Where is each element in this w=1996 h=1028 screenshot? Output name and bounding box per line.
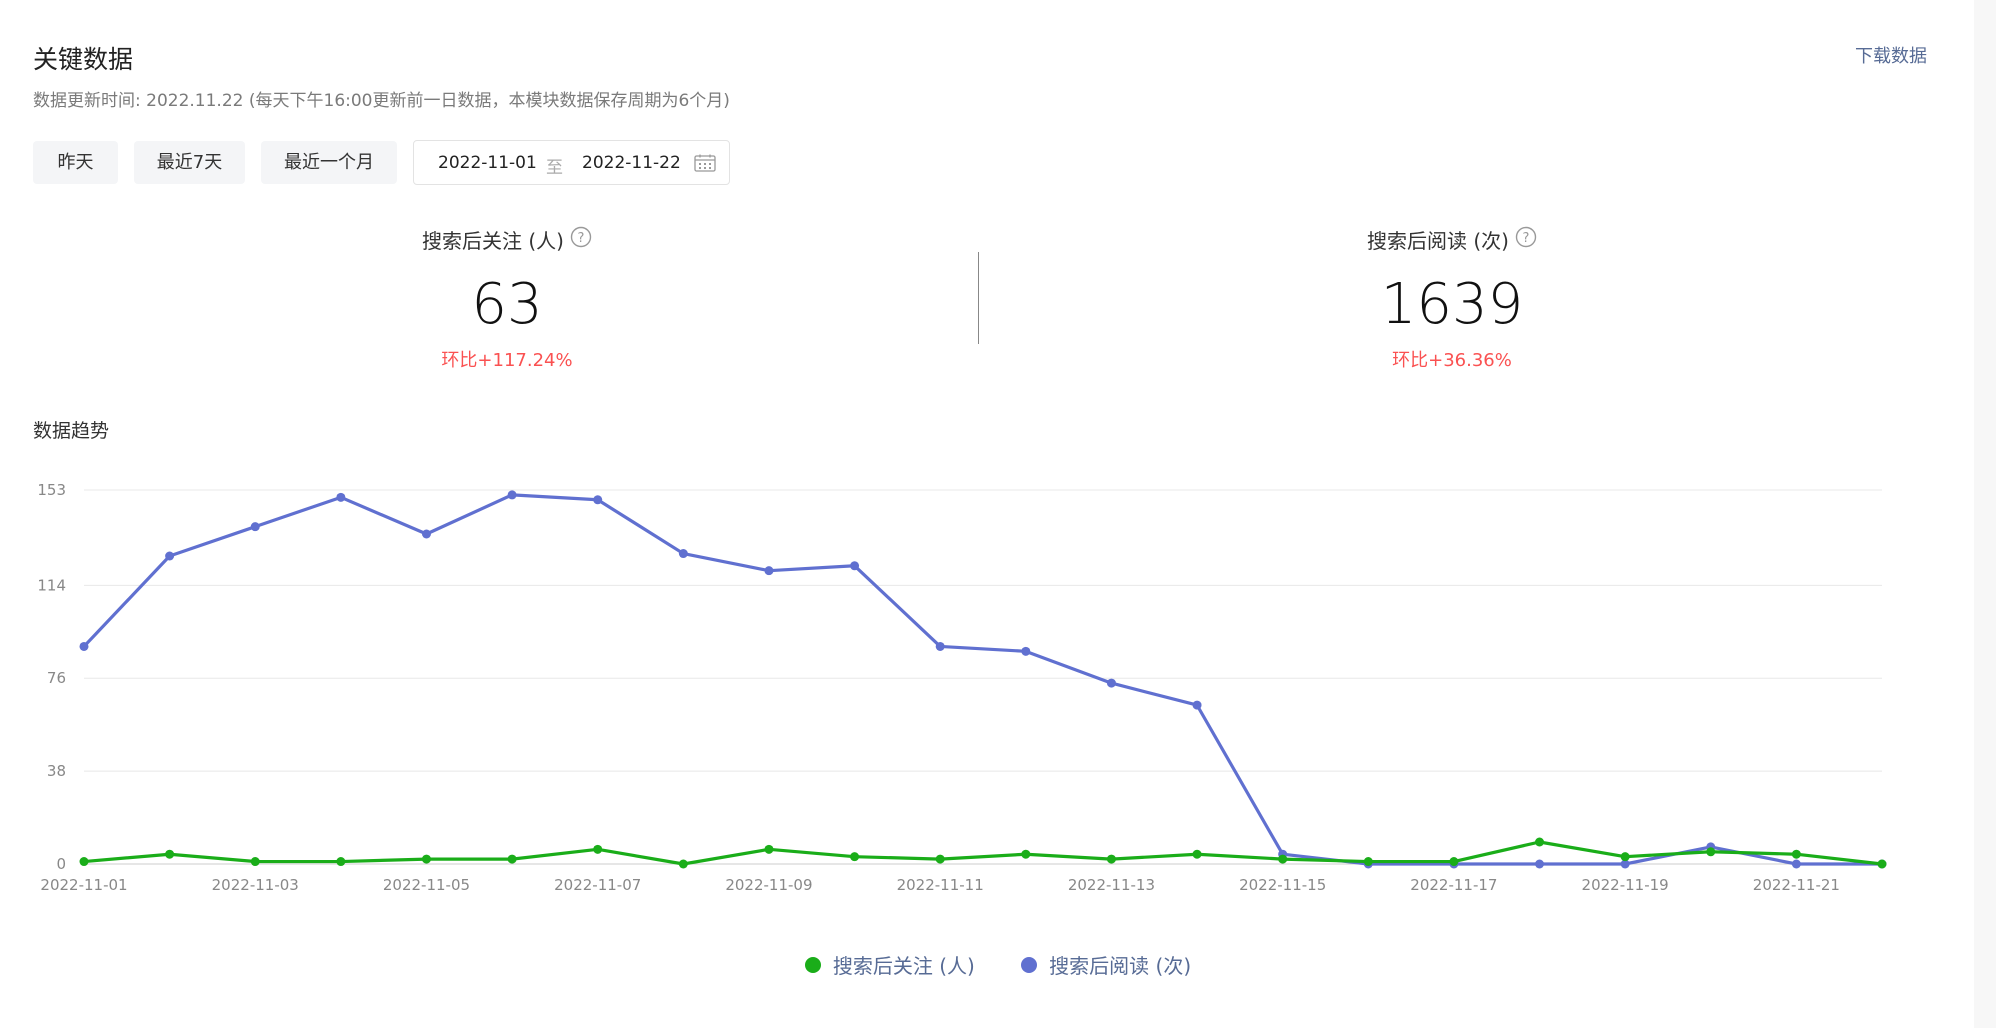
legend-read[interactable]: 搜索后阅读 (次) [1021,950,1191,979]
data-point-follow [165,849,175,859]
kpi-follow-value: 63 [471,272,543,337]
y-tick-label: 38 [47,762,66,780]
data-point-read [1021,646,1031,656]
legend-follow-dot [804,956,821,973]
data-point-read [1620,859,1630,869]
page-title: 关键数据 [33,45,134,74]
scrollbar[interactable] [1974,0,1996,1028]
y-tick-label: 76 [47,669,66,687]
kpi-read-value: 1639 [1380,272,1524,337]
data-point-read [764,566,774,576]
download-data-link[interactable]: 下载数据 [1855,46,1927,67]
legend-read-label: 搜索后阅读 (次) [1049,954,1192,978]
data-point-follow [850,852,860,862]
legend-read-dot [1021,956,1038,973]
data-point-follow [593,844,603,854]
chart-legend: 搜索后关注 (人) 搜索后阅读 (次) [0,950,1996,979]
data-point-follow [1706,847,1716,857]
data-point-follow [1363,857,1373,867]
data-point-read [1106,678,1116,688]
kpi-read-label: 搜索后阅读 (次) ? [1367,226,1537,256]
svg-text:?: ? [578,231,585,246]
kpi-follow-change: 环比+117.24% [441,350,573,371]
data-point-follow [1449,857,1459,867]
x-tick-label: 2022-11-17 [1410,876,1497,894]
svg-text:?: ? [1523,231,1530,246]
kpi-read: 搜索后阅读 (次) ? 1639 环比+36.36% [1202,226,1702,372]
data-point-follow [1106,854,1116,864]
legend-follow-label: 搜索后关注 (人) [832,954,975,978]
y-tick-label: 114 [37,576,66,594]
x-tick-label: 2022-11-01 [40,876,127,894]
data-point-follow [336,857,346,867]
x-tick-label: 2022-11-15 [1239,876,1326,894]
x-tick-label: 2022-11-13 [1068,876,1155,894]
date-separator: 至 [546,158,563,178]
data-point-read [1791,859,1801,869]
last-month-button[interactable]: 最近一个月 [261,141,397,184]
data-point-read [935,641,945,651]
data-point-follow [1021,849,1031,859]
data-point-follow [79,857,89,867]
data-point-follow [1620,852,1630,862]
x-tick-label: 2022-11-07 [554,876,641,894]
data-point-follow [935,854,945,864]
data-point-read [421,529,431,539]
data-point-follow [507,854,517,864]
data-point-follow [764,844,774,854]
help-icon[interactable]: ? [570,226,592,256]
kpi-follow-label-text: 搜索后关注 (人) [422,229,564,253]
data-point-read [678,549,688,559]
kpi-read-label-text: 搜索后阅读 (次) [1367,229,1509,253]
data-point-read [850,561,860,571]
x-tick-label: 2022-11-19 [1582,876,1669,894]
update-info: 数据更新时间: 2022.11.22 (每天下午16:00更新前一日数据，本模块… [33,91,730,111]
x-tick-label: 2022-11-09 [725,876,812,894]
data-point-read [593,495,603,505]
data-point-read [165,551,175,561]
data-point-read [250,522,260,532]
x-tick-label: 2022-11-11 [897,876,984,894]
yesterday-button[interactable]: 昨天 [33,141,118,184]
data-point-follow [1192,849,1202,859]
last-7-days-button[interactable]: 最近7天 [134,141,245,184]
y-tick-label: 0 [56,855,66,873]
series-line-read [82,493,1882,866]
kpi-follow-label: 搜索后关注 (人) ? [422,226,592,256]
data-point-read [507,490,517,500]
y-tick-label: 153 [37,481,66,499]
data-point-follow [250,857,260,867]
data-point-follow [1535,837,1545,847]
date-range-picker[interactable]: 2022-11-01 至 2022-11-22 [413,140,730,185]
help-icon[interactable]: ? [1515,226,1537,256]
data-point-read [1535,859,1545,869]
x-tick-label: 2022-11-21 [1753,876,1840,894]
trend-chart[interactable]: 0 38 76 114 153 2022-11-01 2022-11-03 2022-11-0… [0,460,1996,910]
x-tick-label: 2022-11-03 [212,876,299,894]
x-tick-label: 2022-11-05 [383,876,470,894]
start-date[interactable]: 2022-11-01 [438,153,537,173]
kpi-read-change: 环比+36.36% [1392,350,1512,371]
end-date[interactable]: 2022-11-22 [582,153,681,173]
calendar-icon[interactable] [694,154,716,177]
data-point-follow [678,859,688,869]
data-point-read [1192,700,1202,710]
data-point-follow [1877,859,1887,869]
data-point-read [79,641,89,651]
legend-follow[interactable]: 搜索后关注 (人) [804,950,975,979]
data-point-follow [421,854,431,864]
series-line-follow [83,840,1883,866]
data-point-follow [1278,854,1288,864]
kpi-divider [978,252,979,344]
data-point-read [336,492,346,502]
data-point-follow [1791,849,1801,859]
trend-title: 数据趋势 [33,420,110,442]
kpi-follow: 搜索后关注 (人) ? 63 环比+117.24% [257,226,757,372]
